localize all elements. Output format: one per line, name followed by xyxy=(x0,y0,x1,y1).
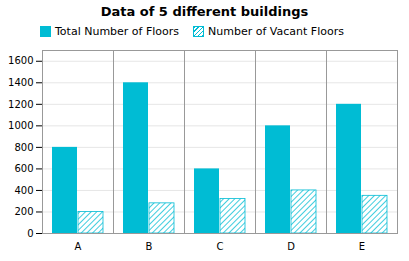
svg-text:C: C xyxy=(217,241,224,252)
svg-text:600: 600 xyxy=(14,163,33,174)
html-text:Total Number of Floors: Total Number of Floors xyxy=(55,24,180,38)
svg-text:0: 0 xyxy=(27,228,33,239)
svg-text:400: 400 xyxy=(14,185,33,196)
svg-text:1400: 1400 xyxy=(8,77,33,88)
svg-text:800: 800 xyxy=(14,142,33,153)
svg-text:D: D xyxy=(287,241,295,252)
svg-text:1000: 1000 xyxy=(8,120,33,131)
svg-text:1600: 1600 xyxy=(8,55,33,66)
html-text:Number of Vacant Floors: Number of Vacant Floors xyxy=(208,24,344,38)
svg-text:1200: 1200 xyxy=(8,99,33,110)
svg-text:B: B xyxy=(146,241,153,252)
svg-text:A: A xyxy=(75,241,82,252)
html-text:Data of 5 different buildings: Data of 5 different buildings xyxy=(100,4,309,19)
svg-text:E: E xyxy=(359,241,365,252)
svg-text:200: 200 xyxy=(14,206,33,217)
